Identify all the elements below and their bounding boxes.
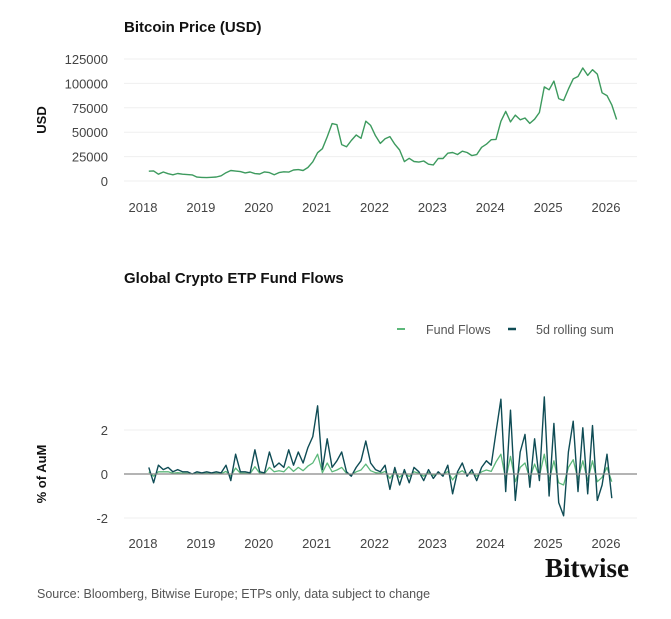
x-tick-label: 2019 [186, 536, 215, 551]
x-tick-label: 2025 [534, 200, 563, 215]
y-tick-label: 75000 [72, 101, 108, 116]
x-tick-label: 2020 [244, 200, 273, 215]
fund-flows-line [148, 453, 613, 486]
price-y-axis-label: USD [34, 106, 49, 133]
y-tick-label: 0 [101, 467, 108, 482]
y-tick-label: 0 [101, 174, 108, 189]
y-tick-label: 2 [101, 423, 108, 438]
price-line [148, 67, 618, 179]
x-tick-label: 2023 [418, 536, 447, 551]
bitwise-logo: Bitwise [545, 553, 629, 583]
y-tick-label: -2 [96, 511, 108, 526]
price-x-ticks: 2018 2019 2020 2021 2022 2023 2024 2025 2026 [129, 200, 621, 215]
y-tick-label: 25000 [72, 150, 108, 165]
x-tick-label: 2025 [534, 536, 563, 551]
legend: Fund Flows 5d rolling sum [397, 323, 614, 337]
x-tick-label: 2026 [592, 536, 621, 551]
x-tick-label: 2022 [360, 536, 389, 551]
y-tick-label: 125000 [65, 52, 108, 67]
5d-rolling-sum-line [148, 396, 613, 517]
price-gridlines [124, 58, 637, 182]
price-chart-title: Bitcoin Price (USD) [124, 19, 262, 36]
x-tick-label: 2024 [476, 200, 505, 215]
x-tick-label: 2018 [129, 200, 158, 215]
price-y-ticks: 0 25000 50000 75000 100000 125000 [65, 52, 108, 189]
x-tick-label: 2018 [129, 536, 158, 551]
legend-label-rolling-sum: 5d rolling sum [536, 323, 614, 337]
x-tick-label: 2020 [244, 536, 273, 551]
x-tick-label: 2022 [360, 200, 389, 215]
flows-chart-title: Global Crypto ETP Fund Flows [124, 270, 344, 287]
flows-y-ticks: -2 0 2 [96, 423, 108, 526]
flows-x-ticks: 2018 2019 2020 2021 2022 2023 2024 2025 2026 [129, 536, 621, 551]
source-note: Source: Bloomberg, Bitwise Europe; ETPs … [37, 587, 430, 601]
x-tick-label: 2021 [302, 200, 331, 215]
flows-series [148, 396, 613, 517]
x-tick-label: 2024 [476, 536, 505, 551]
x-tick-label: 2023 [418, 200, 447, 215]
price-series [148, 67, 618, 179]
y-tick-label: 100000 [65, 76, 108, 91]
legend-label-fund-flows: Fund Flows [426, 323, 491, 337]
flows-gridlines [124, 429, 637, 519]
x-tick-label: 2026 [592, 200, 621, 215]
flows-y-axis-label: % of AuM [34, 445, 49, 504]
y-tick-label: 50000 [72, 125, 108, 140]
x-tick-label: 2021 [302, 536, 331, 551]
x-tick-label: 2019 [186, 200, 215, 215]
